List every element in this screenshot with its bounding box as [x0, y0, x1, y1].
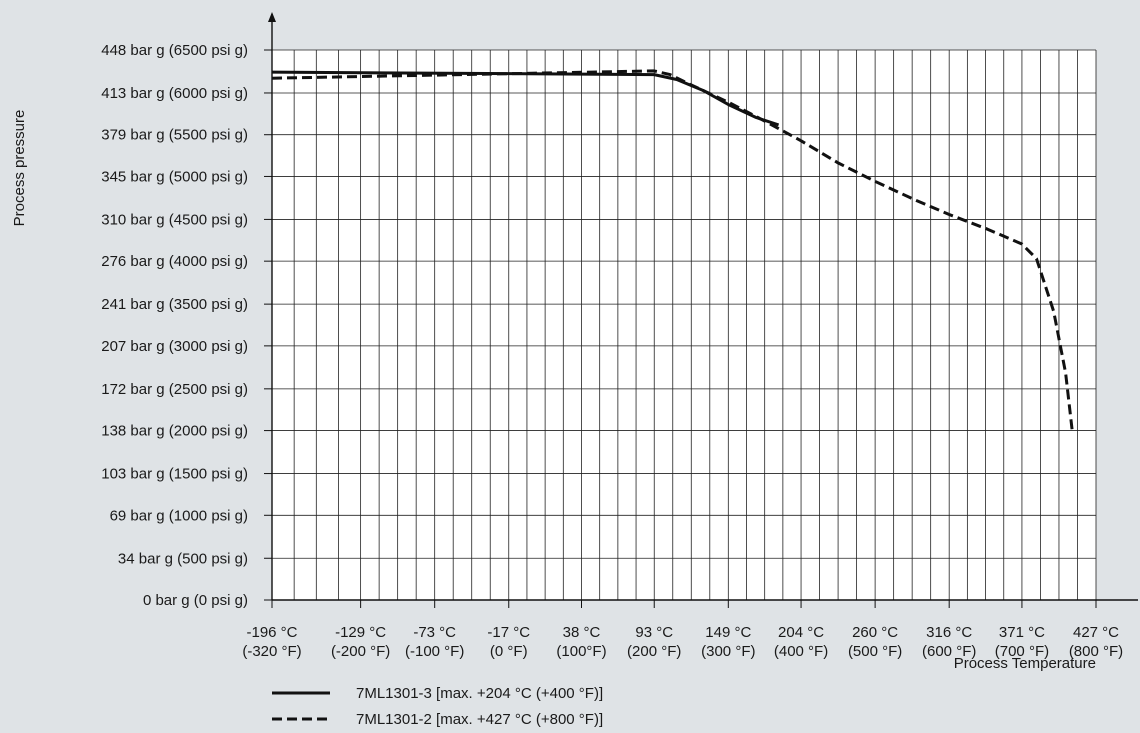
- y-tick-label: 276 bar g (4000 psi g): [101, 253, 248, 270]
- x-tick-label-fahrenheit: (200 °F): [627, 643, 681, 660]
- x-tick-label-fahrenheit: (-200 °F): [331, 643, 390, 660]
- x-tick-label-fahrenheit: (600 °F): [922, 643, 976, 660]
- x-tick-label-celsius: 427 °C: [1073, 624, 1119, 641]
- y-tick-label: 0 bar g (0 psi g): [143, 592, 248, 609]
- x-tick-label-fahrenheit: (500 °F): [848, 643, 902, 660]
- y-tick-label: 448 bar g (6500 psi g): [101, 42, 248, 59]
- y-tick-label: 103 bar g (1500 psi g): [101, 466, 248, 483]
- x-tick-label-fahrenheit: (800 °F): [1069, 643, 1123, 660]
- x-tick-label-celsius: -73 °C: [413, 624, 456, 641]
- x-tick-label-celsius: 260 °C: [852, 624, 898, 641]
- x-tick-label-celsius: -196 °C: [246, 624, 297, 641]
- x-tick-label-celsius: 316 °C: [926, 624, 972, 641]
- axes: [264, 12, 1138, 601]
- x-tick-label-fahrenheit: (-100 °F): [405, 643, 464, 660]
- y-tick-label: 345 bar g (5000 psi g): [101, 168, 248, 185]
- y-tick-label: 207 bar g (3000 psi g): [101, 338, 248, 355]
- legend: 7ML1301-3 [max. +204 °C (+400 °F)] 7ML130…: [272, 685, 603, 728]
- y-tick-label: 413 bar g (6000 psi g): [101, 85, 248, 102]
- x-tick-label-celsius: 38 °C: [563, 624, 601, 641]
- grid-lines: [271, 49, 1097, 601]
- y-tick-label: 241 bar g (3500 psi g): [101, 296, 248, 313]
- series-line-2: [271, 69, 1074, 431]
- y-tick-labels: 0 bar g (0 psi g) 34 bar g (500 psi g) 69 …: [101, 42, 272, 609]
- y-axis-arrow: [268, 12, 276, 22]
- x-tick-label-fahrenheit: (0 °F): [490, 643, 528, 660]
- legend-label-1: 7ML1301-3 [max. +204 °C (+400 °F)]: [356, 685, 603, 702]
- x-tick-label-celsius: -129 °C: [335, 624, 386, 641]
- x-tick-label-fahrenheit: (300 °F): [701, 643, 755, 660]
- x-tick-labels: -196 °C (-320 °F) -129 °C (-200 °F) -73 °C (-…: [242, 600, 1123, 660]
- y-tick-label: 138 bar g (2000 psi g): [101, 423, 248, 440]
- plot-area: [272, 50, 1096, 600]
- y-tick-label: 310 bar g (4500 psi g): [101, 211, 248, 228]
- x-tick-label-celsius: -17 °C: [487, 624, 530, 641]
- y-tick-label: 69 bar g (1000 psi g): [110, 507, 248, 524]
- x-tick-label-celsius: 93 °C: [635, 624, 673, 641]
- x-tick-label-fahrenheit: (-320 °F): [242, 643, 301, 660]
- y-tick-label: 34 bar g (500 psi g): [118, 550, 248, 567]
- y-axis-title: Process pressure: [11, 110, 28, 227]
- x-tick-label-celsius: 149 °C: [705, 624, 751, 641]
- y-tick-label: 379 bar g (5500 psi g): [101, 127, 248, 144]
- legend-label-2: 7ML1301-2 [max. +427 °C (+800 °F)]: [356, 711, 603, 728]
- x-axis-title: Process Temperature: [954, 655, 1096, 672]
- x-tick-label-celsius: 371 °C: [999, 624, 1045, 641]
- x-tick-label-fahrenheit: (700 °F): [995, 643, 1049, 660]
- x-tick-label-fahrenheit: (100°F): [556, 643, 606, 660]
- x-tick-label-fahrenheit: (400 °F): [774, 643, 828, 660]
- x-tick-label-celsius: 204 °C: [778, 624, 824, 641]
- series-layer: [271, 69, 1074, 431]
- y-tick-label: 172 bar g (2500 psi g): [101, 381, 248, 398]
